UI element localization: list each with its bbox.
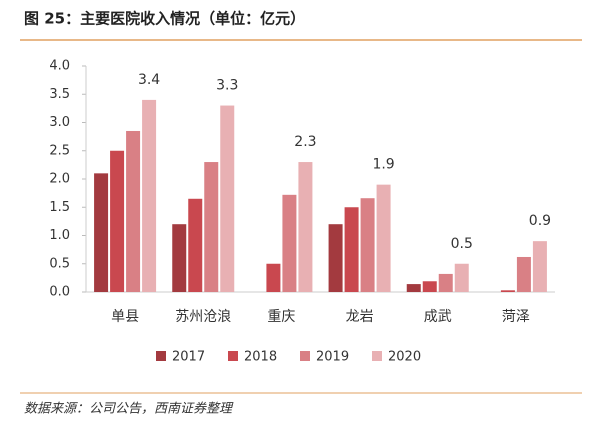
y-tick-label: 4.0 <box>49 59 70 74</box>
value-label: 1.9 <box>372 157 394 173</box>
x-tick-label: 重庆 <box>267 309 295 325</box>
y-tick-label: 2.5 <box>49 143 70 158</box>
legend-swatch <box>300 351 310 361</box>
y-tick-label: 0.0 <box>49 285 70 300</box>
x-tick-label: 龙岩 <box>346 309 374 325</box>
x-tick-label: 成武 <box>424 309 452 325</box>
bar <box>454 263 469 292</box>
bar <box>500 290 515 292</box>
legend-label: 2020 <box>388 350 421 365</box>
x-tick-label: 苏州沧浪 <box>175 308 231 325</box>
bar <box>172 224 187 292</box>
bar <box>532 241 547 292</box>
bar <box>360 198 375 292</box>
bar <box>328 224 343 292</box>
x-tick-label: 单县 <box>111 309 139 325</box>
bar <box>438 273 453 292</box>
value-label: 0.9 <box>529 213 551 229</box>
bar <box>110 150 125 292</box>
bar <box>376 184 391 292</box>
legend-label: 2017 <box>172 350 205 365</box>
bar <box>142 99 157 293</box>
bar <box>422 281 437 292</box>
bar <box>220 105 235 292</box>
legend-label: 2019 <box>316 350 349 365</box>
bar <box>344 207 359 292</box>
value-label: 3.4 <box>138 72 160 88</box>
bar <box>126 130 141 292</box>
y-tick-label: 1.0 <box>49 228 70 243</box>
legend-label: 2018 <box>244 350 277 365</box>
legend-swatch <box>228 351 238 361</box>
y-tick-label: 1.5 <box>49 200 70 215</box>
x-tick-label: 菏泽 <box>502 309 530 325</box>
y-tick-label: 3.0 <box>49 115 70 130</box>
source: 数据来源：公司公告，西南证券整理 <box>24 402 234 417</box>
bar <box>94 173 109 292</box>
legend-swatch <box>156 351 166 361</box>
value-label: 2.3 <box>294 134 316 150</box>
value-label: 0.5 <box>451 236 473 252</box>
bar <box>298 162 313 292</box>
value-label: 3.3 <box>216 78 238 94</box>
y-tick-label: 3.5 <box>49 87 70 102</box>
bar <box>204 162 219 292</box>
y-tick-label: 2.0 <box>49 172 70 187</box>
legend-swatch <box>372 351 382 361</box>
bar <box>266 263 281 292</box>
y-tick-label: 0.5 <box>49 256 70 271</box>
chart-title: 图 25：主要医院收入情况（单位：亿元） <box>24 10 305 28</box>
bar <box>516 256 531 292</box>
bar <box>282 194 297 292</box>
bar <box>406 284 421 292</box>
bar <box>188 198 203 292</box>
